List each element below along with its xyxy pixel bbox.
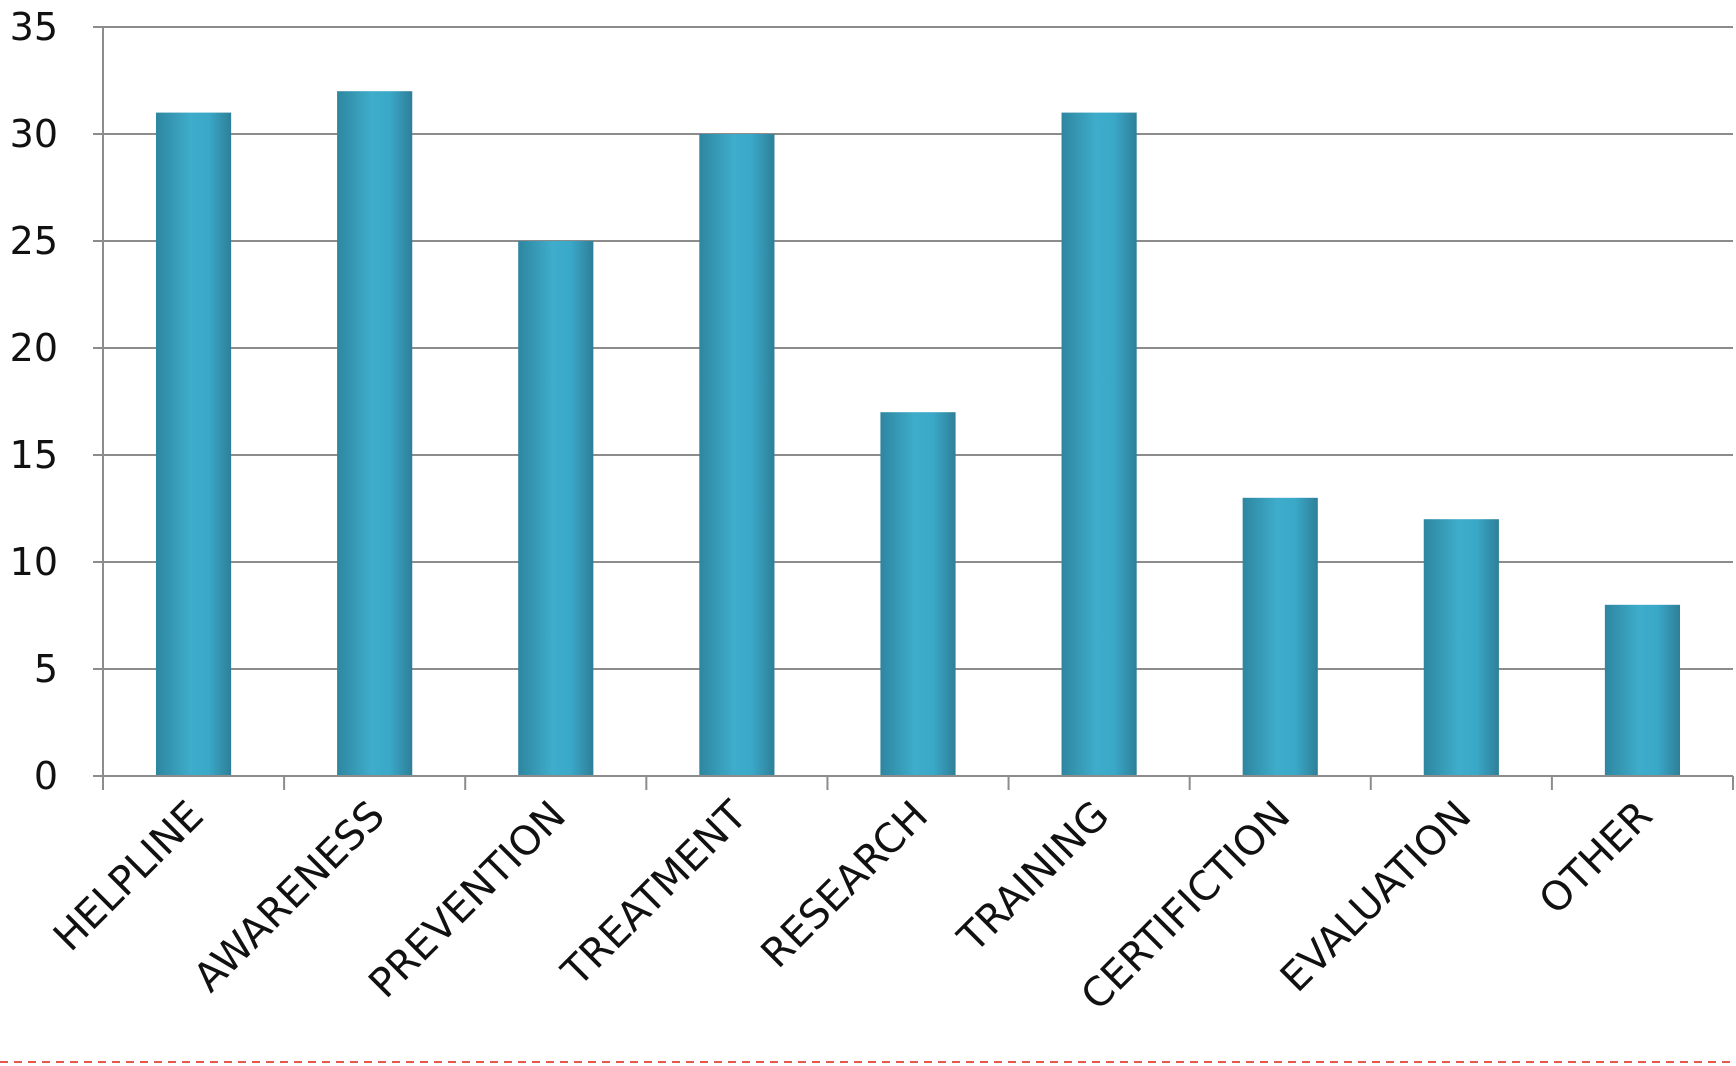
- y-tick-label: 15: [10, 433, 58, 477]
- y-tick-label: 30: [10, 112, 58, 156]
- y-tick-label: 20: [10, 326, 58, 370]
- bar: [518, 241, 594, 776]
- bar: [1604, 604, 1681, 776]
- bar: [880, 412, 956, 776]
- bar: [1423, 519, 1499, 776]
- x-tick-label: EVALUATION: [1272, 793, 1481, 1002]
- bar: [1061, 112, 1137, 777]
- x-tick-label: TRAINING: [949, 793, 1118, 962]
- bar: [699, 134, 775, 776]
- axes: [93, 27, 1734, 790]
- y-tick-label: 5: [34, 647, 58, 691]
- x-tick-label: HELPLINE: [45, 793, 213, 961]
- bar: [337, 91, 413, 776]
- x-tick-label: TREATMENT: [553, 792, 757, 996]
- y-tick-label: 35: [10, 5, 58, 49]
- y-tick-label: 10: [10, 540, 58, 584]
- x-tick-label: RESEARCH: [753, 793, 937, 977]
- bar: [1242, 497, 1318, 776]
- bars: [155, 91, 1681, 777]
- y-tick-label: 25: [10, 219, 58, 263]
- y-tick-label: 0: [34, 754, 58, 798]
- bar: [155, 112, 232, 777]
- labels: 05101520253035HELPLINEAWARENESSPREVENTIO…: [10, 5, 1662, 1019]
- x-tick-label: AWARENESS: [185, 793, 394, 1002]
- x-tick-label: OTHER: [1531, 793, 1662, 924]
